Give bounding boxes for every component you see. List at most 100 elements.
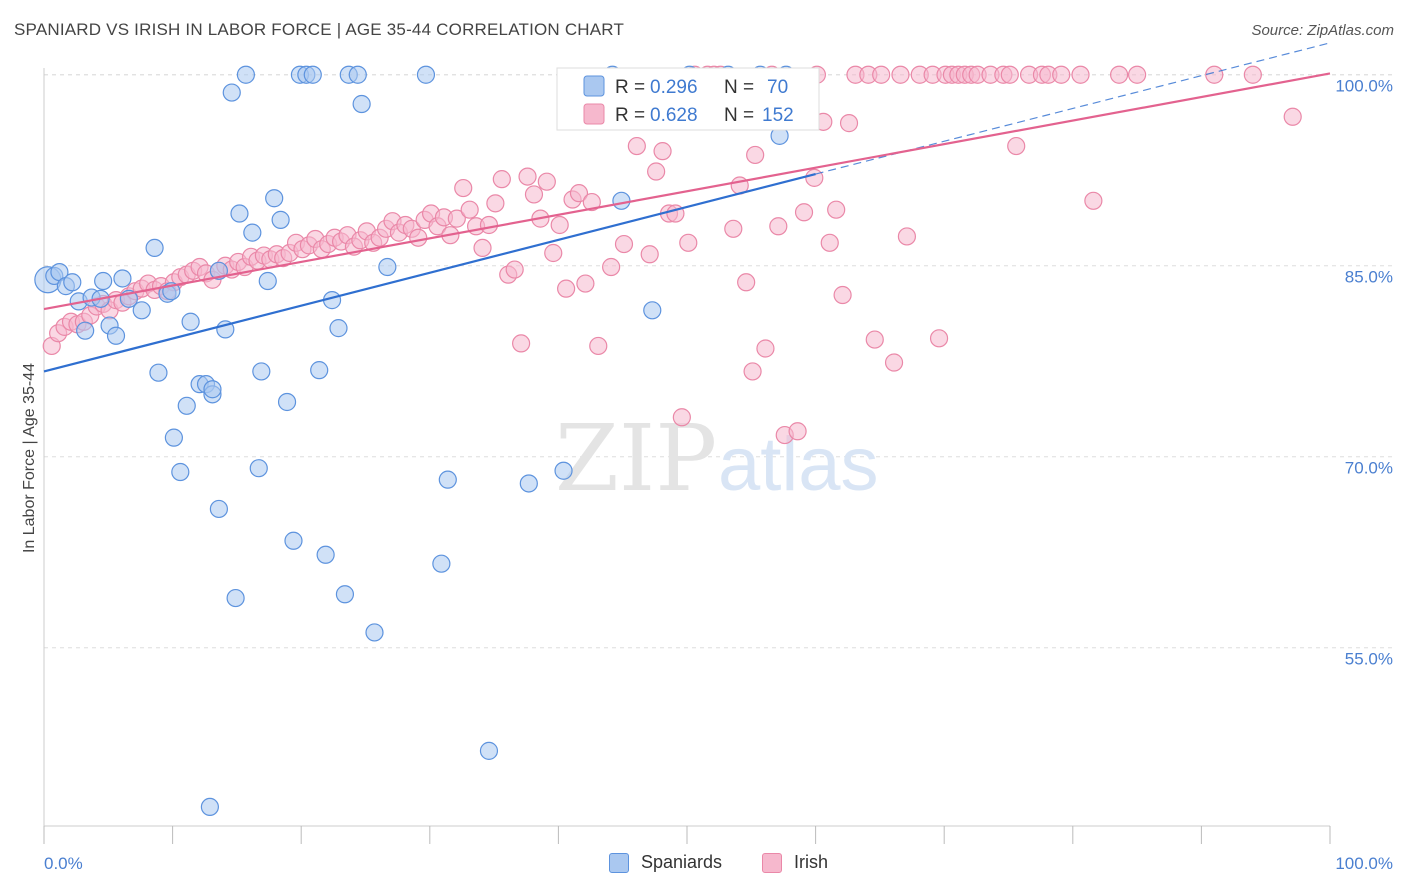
irish-point-94 bbox=[672, 408, 691, 427]
spaniards-swatch bbox=[609, 852, 629, 873]
spaniard-point-16 bbox=[149, 363, 168, 382]
irish-point-86 bbox=[602, 257, 621, 277]
irish-point-144 bbox=[1084, 191, 1103, 210]
y-tick-label-3: 100.0% bbox=[1335, 77, 1393, 96]
irish-point-70 bbox=[492, 170, 511, 189]
spaniard-point-53 bbox=[352, 94, 371, 114]
legend-spaniards-r-value: 0.296 bbox=[650, 77, 698, 98]
spaniard-point-20 bbox=[171, 462, 190, 482]
spaniard-point-54 bbox=[365, 623, 384, 642]
irish-point-117 bbox=[833, 285, 852, 305]
irish-points bbox=[42, 65, 1302, 445]
irish-point-83 bbox=[576, 274, 595, 293]
irish-point-95 bbox=[679, 233, 698, 252]
stats-legend: R = 0.296 N = 70 R = 0.628 N = 152 bbox=[556, 67, 820, 131]
spaniard-point-45 bbox=[303, 65, 322, 84]
spaniard-point-56 bbox=[416, 65, 436, 84]
legend-spaniards-n-label: N = bbox=[724, 77, 754, 98]
irish-point-112 bbox=[794, 203, 814, 222]
irish-point-82 bbox=[569, 184, 589, 203]
irish-point-57 bbox=[409, 228, 428, 247]
irish-point-147 bbox=[1205, 65, 1224, 84]
spaniard-point-64 bbox=[643, 301, 662, 320]
spaniard-point-9 bbox=[94, 271, 113, 291]
irish-point-116 bbox=[827, 200, 846, 219]
irish-point-146 bbox=[1127, 65, 1147, 84]
spaniard-point-6 bbox=[76, 321, 95, 340]
spaniard-point-58 bbox=[438, 470, 457, 489]
spaniard-point-37 bbox=[252, 362, 271, 381]
irish-point-104 bbox=[743, 362, 762, 381]
legend-spaniards-n-value: 70 bbox=[767, 77, 788, 98]
legend-item-irish[interactable]: Irish bbox=[762, 852, 828, 873]
spaniard-point-14 bbox=[132, 301, 151, 320]
irish-swatch bbox=[762, 852, 782, 873]
irish-point-148 bbox=[1243, 65, 1262, 84]
irish-point-137 bbox=[1000, 65, 1019, 84]
irish-point-103 bbox=[737, 273, 756, 292]
spaniard-point-12 bbox=[113, 269, 132, 288]
x-tick-label-0: 0.0% bbox=[44, 854, 83, 873]
irish-point-145 bbox=[1109, 65, 1129, 84]
irish-point-77 bbox=[537, 172, 556, 191]
irish-point-84 bbox=[582, 192, 601, 212]
x-tick-label-1: 100.0% bbox=[1335, 854, 1393, 873]
spaniard-point-50 bbox=[335, 585, 355, 604]
spaniard-point-36 bbox=[249, 459, 268, 478]
spaniard-point-52 bbox=[348, 65, 367, 84]
irish-point-64 bbox=[454, 178, 473, 198]
spaniard-point-11 bbox=[106, 326, 126, 345]
irish-point-143 bbox=[1071, 65, 1090, 84]
legend-label-irish: Irish bbox=[794, 852, 829, 872]
tick-labels: 55.0% 70.0% 85.0% 100.0% 0.0% 100.0% bbox=[44, 77, 1393, 873]
irish-point-79 bbox=[550, 215, 569, 235]
irish-point-106 bbox=[756, 339, 775, 358]
spaniard-point-38 bbox=[258, 271, 277, 291]
spaniard-point-61 bbox=[554, 461, 573, 480]
irish-point-115 bbox=[820, 233, 839, 252]
legend-irish-n-value: 152 bbox=[762, 105, 794, 126]
legend-spaniards-r-label: R = bbox=[615, 77, 645, 98]
irish-point-80 bbox=[557, 279, 576, 298]
legend-label-spaniards: Spaniards bbox=[641, 852, 723, 872]
spaniard-point-55 bbox=[378, 257, 397, 277]
spaniard-point-21 bbox=[177, 396, 196, 415]
irish-point-78 bbox=[544, 243, 563, 263]
irish-point-73 bbox=[512, 334, 531, 353]
irish-point-122 bbox=[872, 65, 891, 84]
spaniard-points bbox=[34, 65, 796, 817]
y-tick-label-2: 85.0% bbox=[1345, 268, 1393, 287]
irish-point-150 bbox=[746, 145, 765, 165]
y-tick-label-1: 70.0% bbox=[1345, 459, 1393, 478]
spaniard-trend-extension bbox=[815, 42, 1331, 175]
spaniard-point-57 bbox=[432, 554, 451, 573]
irish-point-88 bbox=[627, 136, 646, 156]
spaniard-point-34 bbox=[236, 65, 256, 84]
gridlines bbox=[44, 74, 1395, 649]
spaniard-point-49 bbox=[329, 319, 348, 338]
spaniard-point-59 bbox=[479, 741, 499, 760]
spaniard-trend-line bbox=[43, 172, 816, 373]
irish-point-124 bbox=[891, 65, 910, 84]
irish-trend-line bbox=[43, 72, 1331, 311]
spaniard-point-41 bbox=[277, 392, 297, 412]
spaniard-point-22 bbox=[181, 312, 200, 331]
spaniard-point-27 bbox=[203, 380, 222, 399]
axes bbox=[43, 68, 1331, 844]
spaniard-point-31 bbox=[222, 83, 241, 102]
irish-point-123 bbox=[884, 353, 904, 372]
irish-point-125 bbox=[897, 227, 917, 246]
spaniard-point-63 bbox=[612, 191, 631, 210]
legend-item-spaniards[interactable]: Spaniards bbox=[609, 852, 722, 873]
irish-point-110 bbox=[788, 422, 807, 441]
spaniard-point-28 bbox=[200, 797, 219, 817]
spaniard-point-32 bbox=[226, 588, 245, 608]
spaniard-point-46 bbox=[310, 361, 329, 380]
source-label: Source: ZipAtlas.com bbox=[1251, 22, 1394, 39]
spaniard-point-42 bbox=[284, 531, 303, 550]
y-tick-label-0: 55.0% bbox=[1345, 650, 1393, 669]
irish-point-91 bbox=[653, 142, 672, 161]
spaniard-point-26 bbox=[209, 261, 228, 280]
spaniard-point-39 bbox=[265, 189, 284, 208]
irish-point-69 bbox=[486, 194, 505, 213]
